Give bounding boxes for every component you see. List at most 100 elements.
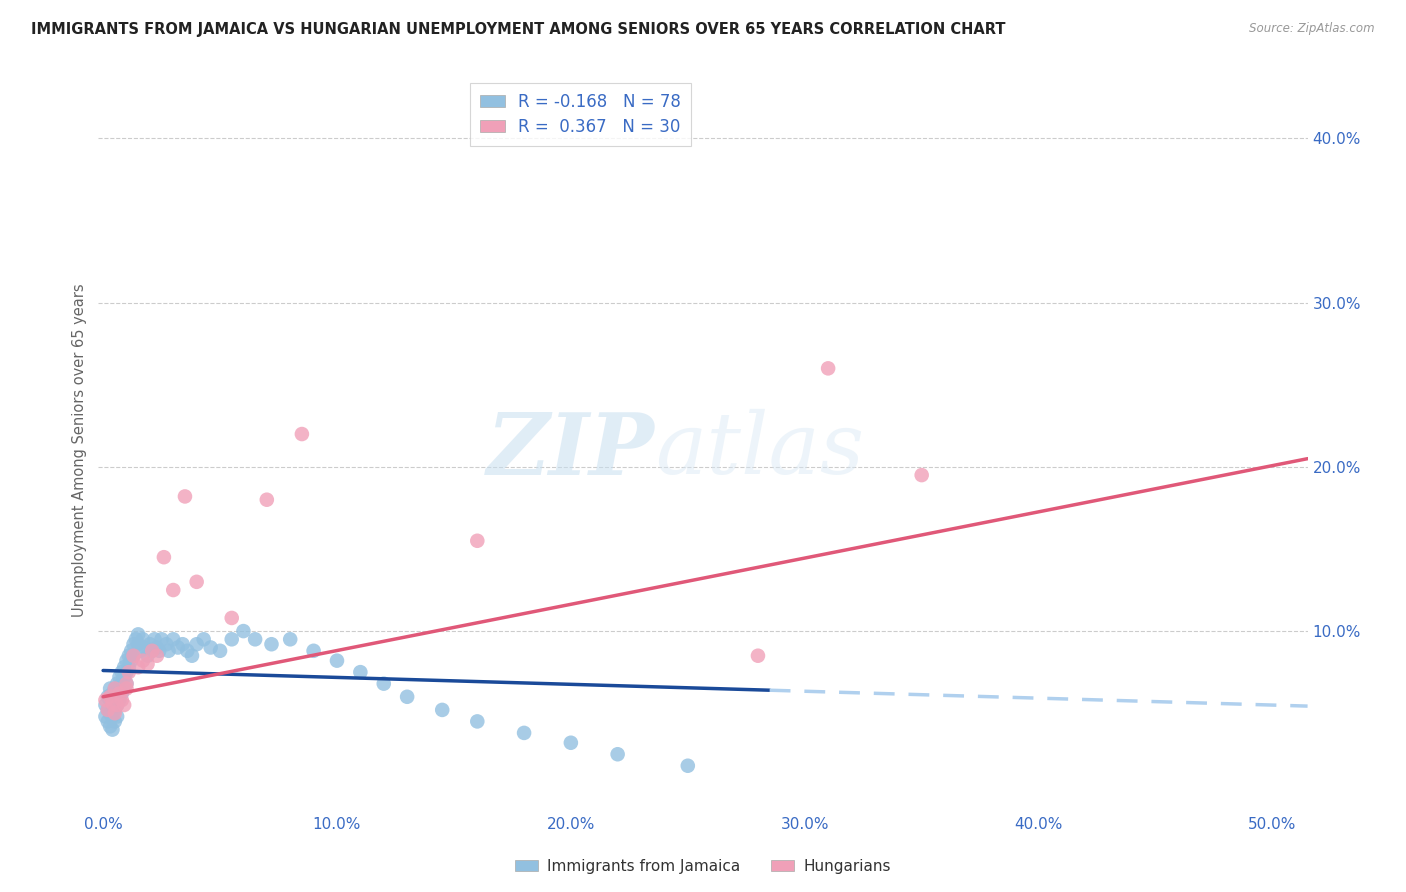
Point bbox=[139, 637, 162, 651]
Point bbox=[127, 627, 149, 641]
Point bbox=[105, 709, 128, 723]
Point bbox=[291, 427, 314, 442]
Point bbox=[122, 648, 145, 663]
Point bbox=[115, 665, 138, 680]
Point bbox=[176, 644, 198, 658]
Text: IMMIGRANTS FROM JAMAICA VS HUNGARIAN UNEMPLOYMENT AMONG SENIORS OVER 65 YEARS CO: IMMIGRANTS FROM JAMAICA VS HUNGARIAN UNE… bbox=[31, 22, 1005, 37]
Point bbox=[232, 624, 254, 639]
Point bbox=[174, 490, 197, 504]
Point bbox=[560, 736, 582, 750]
Point bbox=[132, 654, 155, 668]
Point bbox=[200, 640, 222, 655]
Point bbox=[94, 693, 117, 707]
Point bbox=[432, 703, 454, 717]
Point bbox=[148, 644, 170, 658]
Point bbox=[747, 648, 769, 663]
Point bbox=[141, 644, 163, 658]
Point bbox=[181, 648, 204, 663]
Point bbox=[115, 654, 138, 668]
Point bbox=[115, 676, 138, 690]
Point bbox=[105, 676, 128, 690]
Legend: Immigrants from Jamaica, Hungarians: Immigrants from Jamaica, Hungarians bbox=[509, 853, 897, 880]
Point bbox=[98, 706, 121, 721]
Point bbox=[349, 665, 371, 680]
Point bbox=[94, 698, 117, 712]
Point bbox=[105, 698, 128, 712]
Point bbox=[221, 632, 243, 647]
Point bbox=[172, 637, 194, 651]
Point bbox=[112, 698, 135, 712]
Point bbox=[120, 654, 142, 668]
Point bbox=[127, 637, 149, 651]
Point bbox=[104, 714, 127, 729]
Point bbox=[97, 690, 120, 704]
Point bbox=[136, 648, 159, 663]
Point bbox=[105, 686, 128, 700]
Point bbox=[465, 714, 488, 729]
Point bbox=[260, 637, 283, 651]
Point bbox=[162, 632, 184, 647]
Point bbox=[676, 758, 699, 772]
Point bbox=[193, 632, 215, 647]
Point bbox=[101, 709, 124, 723]
Point bbox=[125, 632, 148, 647]
Point bbox=[186, 574, 208, 589]
Point bbox=[101, 723, 124, 737]
Point bbox=[111, 686, 134, 700]
Point bbox=[115, 676, 138, 690]
Point bbox=[104, 681, 127, 696]
Point bbox=[104, 706, 127, 721]
Point bbox=[243, 632, 266, 647]
Point bbox=[97, 703, 120, 717]
Point bbox=[129, 644, 152, 658]
Point bbox=[111, 693, 134, 707]
Text: Source: ZipAtlas.com: Source: ZipAtlas.com bbox=[1250, 22, 1375, 36]
Point bbox=[108, 670, 131, 684]
Point bbox=[105, 698, 128, 712]
Point bbox=[111, 676, 134, 690]
Point bbox=[373, 676, 395, 690]
Point bbox=[155, 637, 177, 651]
Point bbox=[98, 693, 121, 707]
Point bbox=[115, 681, 138, 696]
Point bbox=[153, 550, 176, 565]
Point bbox=[104, 693, 127, 707]
Point bbox=[104, 681, 127, 696]
Point bbox=[817, 361, 839, 376]
Point bbox=[108, 693, 131, 707]
Point bbox=[136, 657, 159, 671]
Point bbox=[111, 665, 134, 680]
Point bbox=[101, 696, 124, 710]
Point bbox=[97, 703, 120, 717]
Point bbox=[101, 696, 124, 710]
Point bbox=[118, 648, 141, 663]
Point bbox=[208, 644, 231, 658]
Point bbox=[132, 632, 155, 647]
Point bbox=[513, 726, 536, 740]
Point bbox=[98, 719, 121, 733]
Point bbox=[98, 681, 121, 696]
Y-axis label: Unemployment Among Seniors over 65 years: Unemployment Among Seniors over 65 years bbox=[72, 284, 87, 617]
Point bbox=[122, 648, 145, 663]
Point bbox=[157, 644, 180, 658]
Point bbox=[911, 468, 934, 483]
Legend: R = -0.168   N = 78, R =  0.367   N = 30: R = -0.168 N = 78, R = 0.367 N = 30 bbox=[470, 83, 690, 145]
Point bbox=[104, 703, 127, 717]
Point bbox=[326, 654, 349, 668]
Point bbox=[146, 648, 169, 663]
Point bbox=[127, 660, 149, 674]
Text: atlas: atlas bbox=[655, 409, 863, 491]
Point bbox=[101, 686, 124, 700]
Point bbox=[278, 632, 301, 647]
Point bbox=[120, 644, 142, 658]
Point bbox=[465, 533, 488, 548]
Point bbox=[186, 637, 208, 651]
Text: ZIP: ZIP bbox=[486, 409, 655, 492]
Point bbox=[112, 660, 135, 674]
Point bbox=[94, 709, 117, 723]
Point bbox=[98, 690, 121, 704]
Point bbox=[396, 690, 419, 704]
Point bbox=[606, 747, 628, 762]
Point bbox=[97, 714, 120, 729]
Point bbox=[143, 632, 166, 647]
